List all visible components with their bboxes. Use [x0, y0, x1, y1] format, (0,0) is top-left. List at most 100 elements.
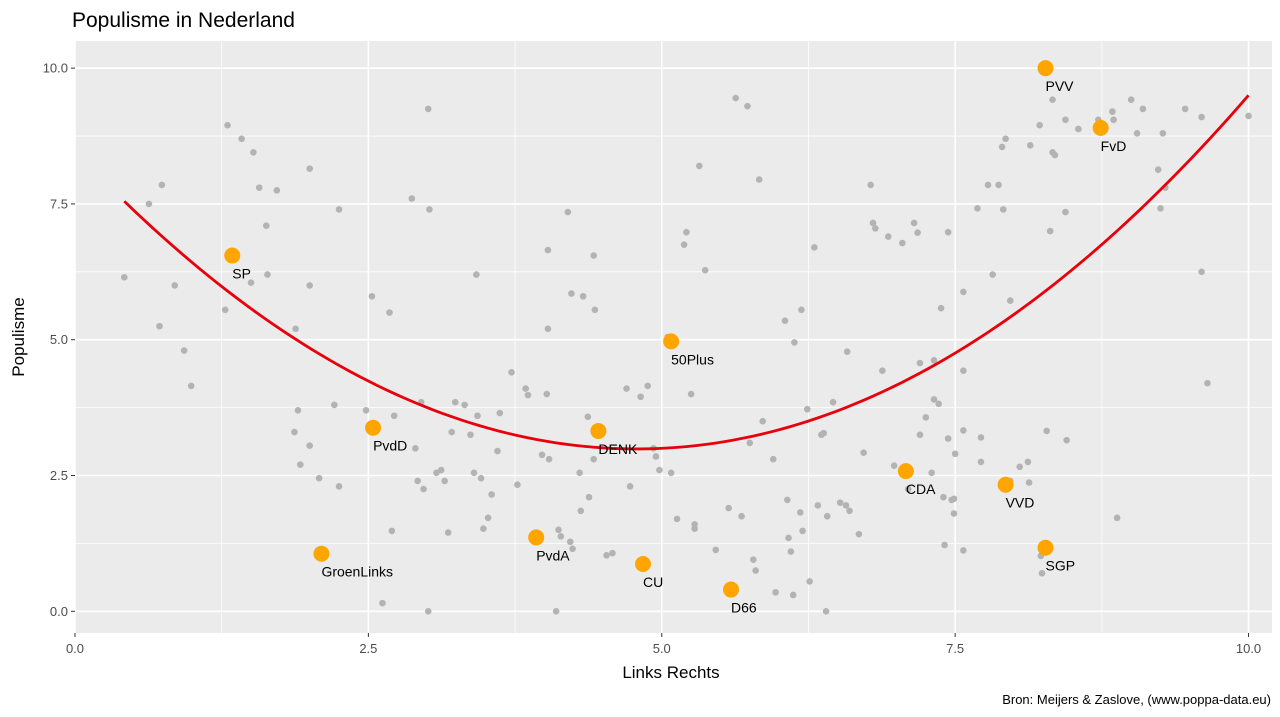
- expert-point: [1154, 166, 1162, 174]
- chart-caption: Bron: Meijers & Zaslove, (www.poppa-data…: [1002, 692, 1271, 707]
- expert-point: [609, 549, 616, 557]
- expert-point: [701, 266, 709, 274]
- expert-point: [484, 514, 492, 522]
- party-point-pvda: [528, 529, 545, 546]
- expert-point: [732, 94, 739, 102]
- party-point-groenlinks: [313, 545, 330, 562]
- expert-point: [1049, 96, 1056, 103]
- expert-point: [759, 417, 766, 425]
- expert-point: [937, 304, 945, 312]
- expert-point: [637, 393, 644, 401]
- expert-point: [335, 206, 343, 213]
- party-points: [224, 60, 1109, 598]
- expert-point: [977, 458, 985, 466]
- expert-point: [1043, 427, 1050, 435]
- x-axis-ticks: 0.0 2.5 5.0 7.5 10.0: [66, 633, 1261, 656]
- y-tick-label: 10.0: [43, 61, 68, 76]
- expert-point: [1062, 116, 1069, 124]
- party-label-sgp: SGP: [1046, 558, 1076, 574]
- party-label-pvda: PvdA: [536, 547, 570, 563]
- expert-point: [652, 453, 660, 460]
- expert-point: [656, 466, 663, 474]
- party-point-denk: [590, 422, 607, 439]
- expert-point: [494, 447, 501, 455]
- expert-point: [960, 547, 967, 554]
- party-point-fvd: [1092, 119, 1109, 136]
- party-point-sgp: [1037, 539, 1054, 556]
- expert-point: [247, 279, 255, 286]
- expert-point: [388, 527, 396, 535]
- trend-curve: [123, 94, 1250, 451]
- expert-point: [584, 413, 592, 421]
- expert-point: [564, 208, 572, 216]
- expert-point: [180, 347, 188, 354]
- expert-point: [306, 442, 314, 449]
- y-tick-label: 2.5: [50, 468, 68, 483]
- party-label-d66: D66: [731, 600, 757, 616]
- expert-point: [944, 435, 952, 442]
- expert-point: [860, 449, 867, 456]
- expert-point: [156, 322, 163, 330]
- grid-minor: [75, 41, 1272, 633]
- party-point-d66: [723, 581, 740, 598]
- expert-point: [306, 282, 314, 289]
- x-tick-label: 5.0: [653, 641, 671, 656]
- expert-point: [914, 229, 921, 237]
- x-tick-label: 2.5: [359, 641, 377, 656]
- expert-point: [603, 552, 610, 559]
- expert-point: [769, 455, 777, 463]
- party-point-cu: [634, 556, 651, 573]
- x-tick-label: 10.0: [1236, 641, 1261, 656]
- party-labels: PVV FvD SP 50Plus PvdD DENK CDA VVD GroenLinks Pv…: [232, 78, 1126, 615]
- expert-point: [451, 398, 459, 406]
- expert-point: [890, 462, 898, 470]
- party-label-pvv: PVV: [1046, 78, 1075, 94]
- expert-point: [238, 135, 245, 143]
- expert-point: [555, 526, 562, 534]
- expert-point: [683, 228, 690, 236]
- expert-point: [644, 382, 651, 390]
- expert-point: [944, 228, 952, 236]
- expert-point: [1016, 463, 1023, 471]
- expert-point: [331, 401, 338, 409]
- expert-point: [437, 466, 445, 474]
- expert-point: [291, 428, 298, 436]
- expert-point: [791, 339, 798, 346]
- expert-point: [1181, 105, 1189, 113]
- expert-point: [814, 502, 822, 509]
- expert-point: [928, 469, 935, 477]
- expert-point: [444, 529, 452, 536]
- expert-point: [158, 181, 166, 189]
- expert-point: [950, 510, 958, 517]
- expert-point: [448, 428, 456, 436]
- expert-point: [1198, 113, 1205, 121]
- expert-point: [255, 184, 263, 191]
- x-tick-label: 0.0: [66, 641, 84, 656]
- expert-point: [514, 481, 521, 489]
- expert-point: [1109, 108, 1116, 115]
- expert-point: [872, 225, 879, 232]
- expert-point: [867, 181, 874, 189]
- expert-point: [843, 348, 851, 355]
- expert-point: [379, 599, 386, 607]
- expert-point: [1038, 569, 1046, 577]
- expert-point: [224, 121, 231, 129]
- expert-point: [557, 533, 565, 540]
- expert-point: [974, 204, 981, 212]
- expert-point: [836, 499, 844, 506]
- party-label-vvd: VVD: [1006, 495, 1035, 511]
- expert-point: [623, 385, 630, 392]
- expert-point: [796, 509, 804, 516]
- expert-point: [473, 271, 480, 278]
- expert-point: [746, 439, 754, 447]
- expert-point: [1025, 479, 1033, 486]
- expert-point: [420, 485, 427, 493]
- expert-point: [292, 325, 299, 333]
- party-label-cda: CDA: [906, 481, 936, 497]
- expert-point: [842, 502, 850, 509]
- expert-point: [250, 149, 257, 156]
- expert-point: [784, 496, 791, 504]
- expert-point: [1002, 135, 1009, 143]
- expert-point: [977, 434, 985, 441]
- expert-point: [687, 390, 695, 398]
